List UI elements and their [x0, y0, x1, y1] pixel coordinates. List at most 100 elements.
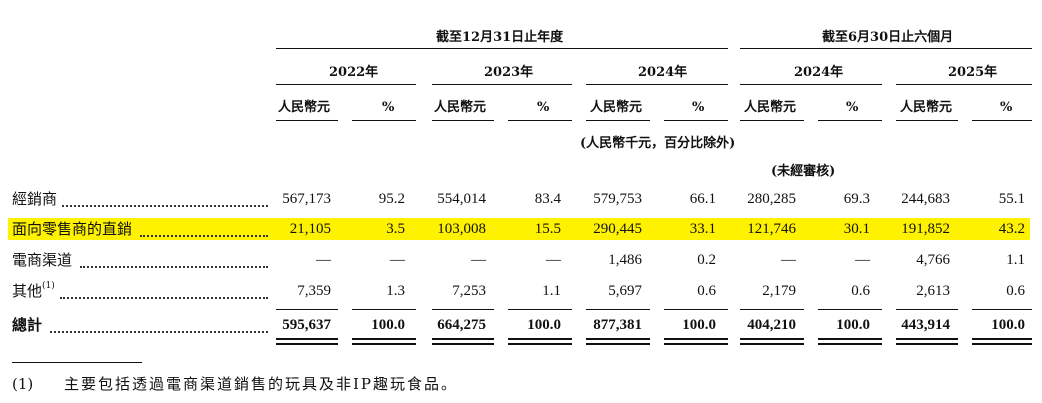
table-cell: 567,173	[282, 191, 331, 207]
year-2024-interim: 2024年	[794, 65, 844, 80]
table-cell: 103,008	[437, 221, 486, 237]
table-cell: 0.6	[1006, 283, 1025, 299]
total-cell: 100.0	[991, 317, 1025, 333]
rule-col-rmb-2025-interim	[896, 120, 958, 121]
total-double-rule	[586, 343, 650, 345]
total-double-rule	[664, 338, 728, 340]
rule-col-pct-2022	[352, 120, 416, 121]
table-cell: —	[471, 252, 486, 268]
year-2025-interim: 2025年	[948, 65, 998, 80]
total-double-rule	[508, 338, 572, 340]
total-cell: 100.0	[371, 317, 405, 333]
footnote-marker: (1)	[12, 375, 34, 393]
col-rmb-2023: 人民幣元	[434, 100, 487, 115]
row-label: 其他(1)	[12, 281, 55, 300]
total-double-rule	[740, 343, 804, 345]
subtotal-rule	[972, 309, 1032, 310]
total-cell: 100.0	[682, 317, 716, 333]
table-cell: 7,253	[452, 283, 486, 299]
rule-col-rmb-2022	[276, 120, 338, 121]
total-label: 總計	[12, 316, 43, 334]
table-cell: 121,746	[747, 221, 796, 237]
table-cell: 30.1	[843, 221, 870, 237]
total-double-rule	[276, 338, 338, 340]
rule-col-rmb-2024	[586, 120, 650, 121]
header-six-months: 截至6月30日止六個月	[822, 30, 954, 45]
table-cell: 3.5	[386, 221, 405, 237]
subtotal-rule	[352, 309, 416, 310]
footnote-text: 主要包括透過電商渠道銷售的玩具及非IP趣玩食品。	[64, 375, 459, 393]
year-2022: 2022年	[329, 65, 379, 80]
table-cell: 33.1	[689, 221, 716, 237]
row-highlight	[8, 218, 1030, 240]
rule-col-pct-2023	[508, 120, 572, 121]
subtotal-rule	[508, 309, 572, 310]
col-pct-2022: %	[382, 100, 395, 115]
table-cell: 7,359	[297, 283, 331, 299]
table-cell: 2,179	[762, 283, 796, 299]
row-label: 面向零售商的直銷	[12, 220, 133, 238]
total-cell: 877,381	[593, 317, 642, 333]
leader-dots	[62, 205, 268, 207]
col-rmb-2024: 人民幣元	[590, 100, 643, 115]
row-label: 電商渠道	[12, 251, 73, 269]
rule-col-pct-2024	[664, 120, 728, 121]
unaudited-note: (未經審核)	[771, 164, 836, 179]
leader-dots	[140, 235, 268, 237]
rule-six-months	[740, 48, 1032, 49]
total-double-rule	[740, 338, 804, 340]
table-cell: 55.1	[998, 191, 1025, 207]
subtotal-rule	[664, 309, 728, 310]
rule-col-pct-2025-interim	[972, 120, 1032, 121]
table-cell: 2,613	[916, 283, 950, 299]
total-double-rule	[276, 343, 338, 345]
table-cell: 5,697	[608, 283, 642, 299]
col-pct-2025-interim: %	[1000, 100, 1013, 115]
table-cell: —	[781, 252, 796, 268]
total-double-rule	[664, 343, 728, 345]
subtotal-rule	[896, 309, 958, 310]
total-double-rule	[818, 338, 882, 340]
subtotal-rule	[276, 309, 338, 310]
leader-dots	[50, 331, 268, 333]
table-cell: 66.1	[689, 191, 716, 207]
total-cell: 664,275	[437, 317, 486, 333]
total-cell: 100.0	[836, 317, 870, 333]
header-year-end: 截至12月31日止年度	[436, 30, 564, 45]
row-label-text: 其他	[12, 282, 43, 300]
leader-dots	[60, 297, 268, 299]
subtotal-rule	[818, 309, 882, 310]
footnote-ref: (1)	[42, 281, 55, 291]
total-double-rule	[432, 338, 494, 340]
table-cell: 1.3	[386, 283, 405, 299]
col-rmb-2024-interim: 人民幣元	[744, 100, 797, 115]
col-rmb-2025-interim: 人民幣元	[900, 100, 953, 115]
col-pct-2024: %	[692, 100, 705, 115]
table-cell: 83.4	[534, 191, 561, 207]
total-double-rule	[352, 343, 416, 345]
table-cell: —	[316, 252, 331, 268]
table-cell: —	[855, 252, 870, 268]
footnote-separator	[12, 362, 142, 363]
table-cell: —	[546, 252, 561, 268]
col-rmb-2022: 人民幣元	[278, 100, 331, 115]
rule-year-2024	[586, 84, 728, 85]
col-pct-2023: %	[537, 100, 550, 115]
total-cell: 595,637	[282, 317, 331, 333]
table-cell: 43.2	[998, 221, 1025, 237]
table-cell: 1.1	[1006, 252, 1025, 268]
rule-year-2022	[276, 84, 416, 85]
total-double-rule	[818, 343, 882, 345]
rule-year-2024-interim	[740, 84, 882, 85]
table-cell: 0.6	[697, 283, 716, 299]
subtotal-rule	[740, 309, 804, 310]
total-double-rule	[972, 338, 1032, 340]
rule-col-pct-2024-interim	[818, 120, 882, 121]
table-cell: 95.2	[378, 191, 405, 207]
total-double-rule	[352, 338, 416, 340]
rule-year-2025-interim	[896, 84, 1032, 85]
table-cell: 4,766	[916, 252, 950, 268]
subtotal-rule	[586, 309, 650, 310]
col-pct-2024-interim: %	[846, 100, 859, 115]
